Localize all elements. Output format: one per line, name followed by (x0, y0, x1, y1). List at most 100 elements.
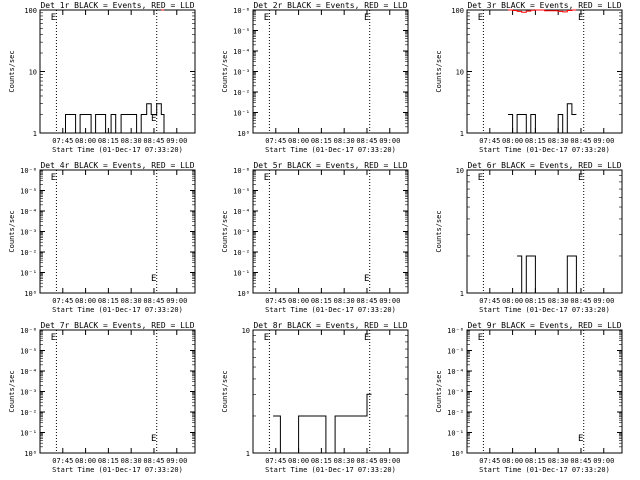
x-tick-label: 08:00 (502, 297, 523, 305)
x-tick-label: 07:45 (52, 297, 73, 305)
plot-frame (39, 169, 196, 294)
event-marker: E (264, 333, 269, 343)
y-tick-label: 10⁻² (20, 409, 37, 417)
plot-frame (39, 9, 196, 134)
x-tick-label: 08:00 (288, 137, 309, 145)
event-marker: E (364, 333, 369, 343)
y-tick-label: 10⁻³ (447, 389, 464, 397)
x-tick-label: 08:45 (570, 297, 591, 305)
x-tick-label: 08:45 (143, 297, 164, 305)
plot-frame (252, 9, 409, 134)
y-tick-label: 10⁻⁵ (233, 28, 250, 36)
y-tick-label: 10⁻¹ (233, 110, 250, 118)
event-marker: E (51, 173, 56, 183)
x-tick-label: 08:45 (356, 137, 377, 145)
event-marker: E (478, 333, 483, 343)
y-tick-label: 1 (246, 450, 250, 458)
event-marker: E (478, 173, 483, 183)
y-tick-label: 10⁰ (237, 290, 250, 298)
panel-title: Det 5r BLACK = Events, RED = LLD (253, 161, 407, 170)
plot-frame (39, 329, 196, 454)
x-tick-label: 09:00 (166, 137, 187, 145)
x-axis-label: Start Time (01-Dec-17 07:33:20) (479, 146, 610, 154)
y-tick-label: 10⁻² (20, 249, 37, 257)
x-axis-label: Start Time (01-Dec-17 07:33:20) (479, 306, 610, 314)
panel-title: Det 7r BLACK = Events, RED = LLD (40, 321, 194, 330)
y-tick-label: 10⁻³ (233, 229, 250, 237)
x-axis-label: Start Time (01-Dec-17 07:33:20) (265, 466, 396, 474)
events-series-line (273, 393, 372, 454)
y-tick-label: 10⁻⁵ (447, 348, 464, 356)
y-tick-label: 10⁻² (447, 409, 464, 417)
x-tick-label: 09:00 (379, 297, 400, 305)
y-tick-label: 10⁻² (233, 249, 250, 257)
x-tick-label: 09:00 (166, 297, 187, 305)
panel-title: Det 9r BLACK = Events, RED = LLD (467, 321, 621, 330)
x-tick-label: 08:30 (121, 137, 142, 145)
y-axis-label: Counts/sec (8, 210, 16, 252)
y-tick-label: 10⁻⁵ (20, 188, 37, 196)
y-tick-label: 10⁻⁵ (20, 348, 37, 356)
event-marker: E (264, 173, 269, 183)
x-tick-label: 08:15 (525, 457, 546, 465)
event-marker: E (578, 173, 583, 183)
x-tick-label: 09:00 (166, 457, 187, 465)
x-tick-label: 08:45 (570, 137, 591, 145)
y-tick-label: 10⁻⁴ (447, 368, 464, 376)
y-tick-label: 10⁻⁴ (233, 48, 250, 56)
plot-frame (252, 169, 409, 294)
x-tick-label: 08:15 (98, 457, 119, 465)
y-tick-label: 10⁻¹ (20, 430, 37, 438)
x-tick-label: 08:15 (525, 137, 546, 145)
x-tick-label: 08:45 (570, 457, 591, 465)
x-tick-label: 08:30 (121, 297, 142, 305)
x-tick-label: 07:45 (479, 137, 500, 145)
y-tick-label: 10⁻² (233, 89, 250, 97)
x-axis-label: Start Time (01-Dec-17 07:33:20) (265, 146, 396, 154)
x-tick-label: 08:00 (75, 137, 96, 145)
event-marker: E (51, 333, 56, 343)
y-axis-label: Counts/sec (435, 210, 443, 252)
x-tick-label: 08:30 (548, 137, 569, 145)
panel-title: Det 4r BLACK = Events, RED = LLD (40, 161, 194, 170)
x-tick-label: 08:30 (121, 457, 142, 465)
x-tick-label: 09:00 (379, 457, 400, 465)
x-tick-label: 08:00 (75, 457, 96, 465)
event-marker: E (478, 13, 483, 23)
y-tick-label: 10⁻⁶ (20, 327, 37, 335)
y-axis-label: Counts/sec (435, 370, 443, 412)
x-tick-label: 07:45 (265, 137, 286, 145)
event-marker: E (151, 434, 156, 444)
event-marker: E (51, 13, 56, 23)
y-tick-label: 100 (24, 7, 37, 15)
y-tick-label: 10⁻⁶ (233, 7, 250, 15)
event-marker: E (578, 13, 583, 23)
x-tick-label: 08:15 (311, 297, 332, 305)
y-axis-label: Counts/sec (221, 50, 229, 92)
x-tick-label: 08:00 (75, 297, 96, 305)
x-tick-label: 07:45 (265, 457, 286, 465)
x-tick-label: 08:30 (334, 457, 355, 465)
plot-frame (252, 329, 409, 454)
x-tick-label: 08:00 (288, 297, 309, 305)
y-axis-label: Counts/sec (8, 370, 16, 412)
x-tick-label: 08:30 (334, 297, 355, 305)
x-tick-label: 08:15 (98, 297, 119, 305)
panel-title: Det 8r BLACK = Events, RED = LLD (253, 321, 407, 330)
event-marker: E (578, 434, 583, 444)
y-tick-label: 10⁻³ (20, 389, 37, 397)
panel-title: Det 6r BLACK = Events, RED = LLD (467, 161, 621, 170)
y-axis-label: Counts/sec (221, 370, 229, 412)
y-tick-label: 10 (456, 69, 464, 77)
y-tick-label: 10⁻⁶ (233, 167, 250, 175)
x-axis-label: Start Time (01-Dec-17 07:33:20) (479, 466, 610, 474)
x-tick-label: 09:00 (593, 137, 614, 145)
y-tick-label: 10⁰ (24, 290, 37, 298)
x-tick-label: 08:00 (502, 457, 523, 465)
y-tick-label: 1 (33, 130, 37, 138)
y-tick-label: 10⁰ (237, 130, 250, 138)
x-tick-label: 08:30 (334, 137, 355, 145)
events-series-line (517, 255, 577, 294)
y-tick-label: 10 (456, 167, 464, 175)
